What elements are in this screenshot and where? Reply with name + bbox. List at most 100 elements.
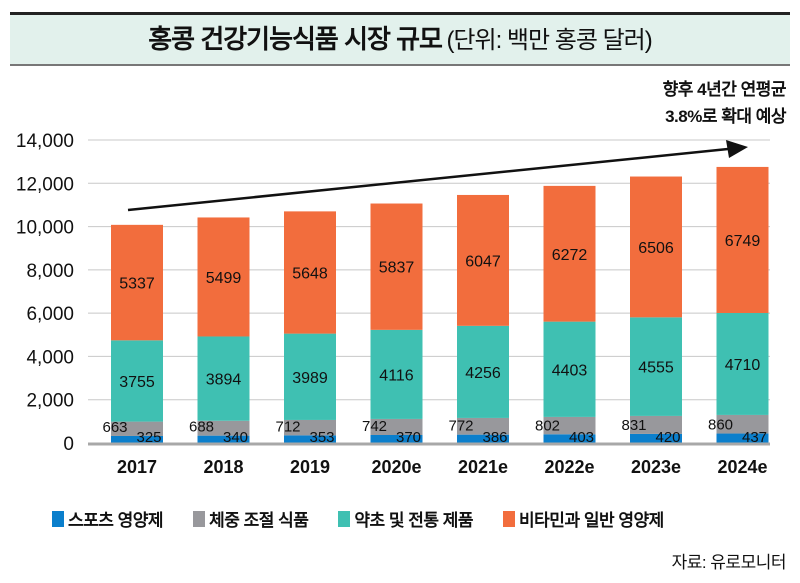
data-label: 6749	[725, 233, 761, 250]
bar-segment	[630, 433, 682, 443]
bar-segment	[111, 421, 163, 436]
y-tick-label: 14,000	[16, 131, 74, 152]
data-label: 831	[621, 417, 646, 434]
data-label: 353	[309, 429, 334, 446]
bar-segment	[197, 336, 250, 421]
data-label: 4256	[465, 365, 501, 382]
x-tick-label: 2021e	[458, 457, 508, 477]
data-label: 437	[742, 429, 767, 446]
data-label: 772	[448, 418, 473, 435]
bar-segment	[370, 434, 423, 443]
bar-segment	[284, 211, 336, 334]
data-label: 6272	[552, 247, 588, 264]
legend: 스포츠 영양제 체중 조절 식품 약초 및 전통 제품 비타민과 일반 영양제	[52, 506, 664, 531]
bar-segment	[716, 166, 769, 313]
data-label: 4116	[379, 367, 414, 384]
bar-segment	[630, 176, 682, 318]
legend-label: 비타민과 일반 영양제	[519, 511, 664, 530]
legend-swatch	[503, 510, 516, 527]
trend-arrow-head	[726, 140, 748, 158]
annotation-line-1: 향후 4년간 연평균	[662, 80, 787, 99]
data-label: 5648	[292, 265, 328, 282]
legend-swatch	[338, 510, 351, 527]
bar-segment	[543, 185, 596, 322]
unit-note: (단위: 백만 홍콩 달러)	[446, 27, 652, 54]
x-tick-label: 2019	[290, 457, 330, 477]
bar-segment	[197, 435, 250, 443]
legend-label: 스포츠 영양제	[68, 511, 164, 530]
y-tick-label: 4,000	[26, 347, 74, 368]
legend-item-vitamin: 비타민과 일반 영양제	[503, 506, 664, 531]
bar-segment	[370, 418, 423, 435]
bar-segment	[457, 325, 509, 418]
bar-segment	[197, 420, 250, 436]
data-label: 403	[569, 429, 594, 446]
y-tick-label: 10,000	[16, 218, 74, 239]
trend-arrow-line	[127, 147, 729, 212]
bar-segment	[370, 329, 423, 419]
data-label: 386	[482, 429, 507, 446]
data-label: 340	[223, 429, 248, 446]
data-label: 3894	[206, 372, 242, 389]
x-tick-label: 2020e	[371, 457, 421, 477]
legend-item-weight: 체중 조절 식품	[193, 506, 309, 531]
data-label: 688	[189, 419, 214, 436]
legend-swatch	[193, 510, 206, 527]
chart-title: 홍콩 건강기능식품 시장 규모	[148, 24, 443, 54]
title-band: 홍콩 건강기능식품 시장 규모 (단위: 백만 홍콩 달러)	[10, 12, 790, 66]
x-tick-label: 2024e	[717, 457, 767, 477]
bar-segment	[284, 435, 336, 443]
legend-label: 체중 조절 식품	[209, 511, 309, 530]
bar-segment	[630, 317, 682, 416]
x-tick-label: 2018	[203, 457, 243, 477]
y-tick-label: 6,000	[26, 304, 74, 325]
bar-segment	[457, 434, 509, 443]
data-label: 420	[655, 429, 680, 446]
data-label: 4555	[638, 360, 674, 377]
legend-item-sports: 스포츠 영양제	[52, 506, 164, 531]
data-label: 3755	[119, 374, 155, 391]
bar-segment	[457, 194, 509, 326]
bar-segment	[630, 415, 682, 434]
growth-annotation: 향후 4년간 연평균 3.8%로 확대 예상	[662, 76, 787, 130]
legend-swatch	[52, 510, 64, 527]
y-tick-label: 8,000	[26, 261, 74, 282]
bar-segment	[111, 340, 163, 422]
bar-segment	[457, 417, 509, 435]
data-label: 742	[362, 418, 387, 435]
x-tick-label: 2023e	[631, 457, 681, 477]
annotation-line-2: 3.8%로 확대 예상	[665, 107, 786, 126]
y-tick-label: 12,000	[16, 174, 74, 195]
data-label: 6506	[638, 240, 674, 257]
bar-segment	[111, 435, 163, 443]
bar-segment	[543, 434, 596, 443]
legend-item-herbal: 약초 및 전통 제품	[338, 506, 474, 531]
data-label: 370	[396, 429, 421, 446]
bar-segment	[370, 203, 423, 330]
bar-segment	[543, 416, 596, 435]
bar-segment	[111, 224, 163, 341]
data-label: 6047	[465, 253, 501, 270]
data-label: 712	[275, 418, 300, 435]
bar-segment	[197, 217, 250, 337]
bar-segment	[716, 414, 769, 434]
data-label: 5337	[119, 276, 155, 293]
data-label: 802	[535, 417, 560, 434]
data-label: 3989	[292, 370, 328, 387]
y-tick-label: 2,000	[26, 391, 74, 412]
source-note: 자료: 유로모니터	[671, 553, 787, 572]
y-tick-label: 0	[63, 434, 74, 455]
bar-segment	[284, 333, 336, 420]
data-label: 325	[136, 429, 161, 446]
data-label: 860	[708, 417, 733, 434]
bar-segment	[716, 433, 769, 443]
data-label: 5499	[206, 270, 242, 287]
bar-segment	[284, 419, 336, 436]
data-label: 4403	[552, 362, 588, 379]
legend-label: 약초 및 전통 제품	[354, 511, 474, 530]
data-label: 663	[102, 419, 127, 436]
data-label: 5837	[379, 260, 415, 277]
bar-segment	[543, 321, 596, 417]
x-tick-label: 2022e	[544, 457, 594, 477]
